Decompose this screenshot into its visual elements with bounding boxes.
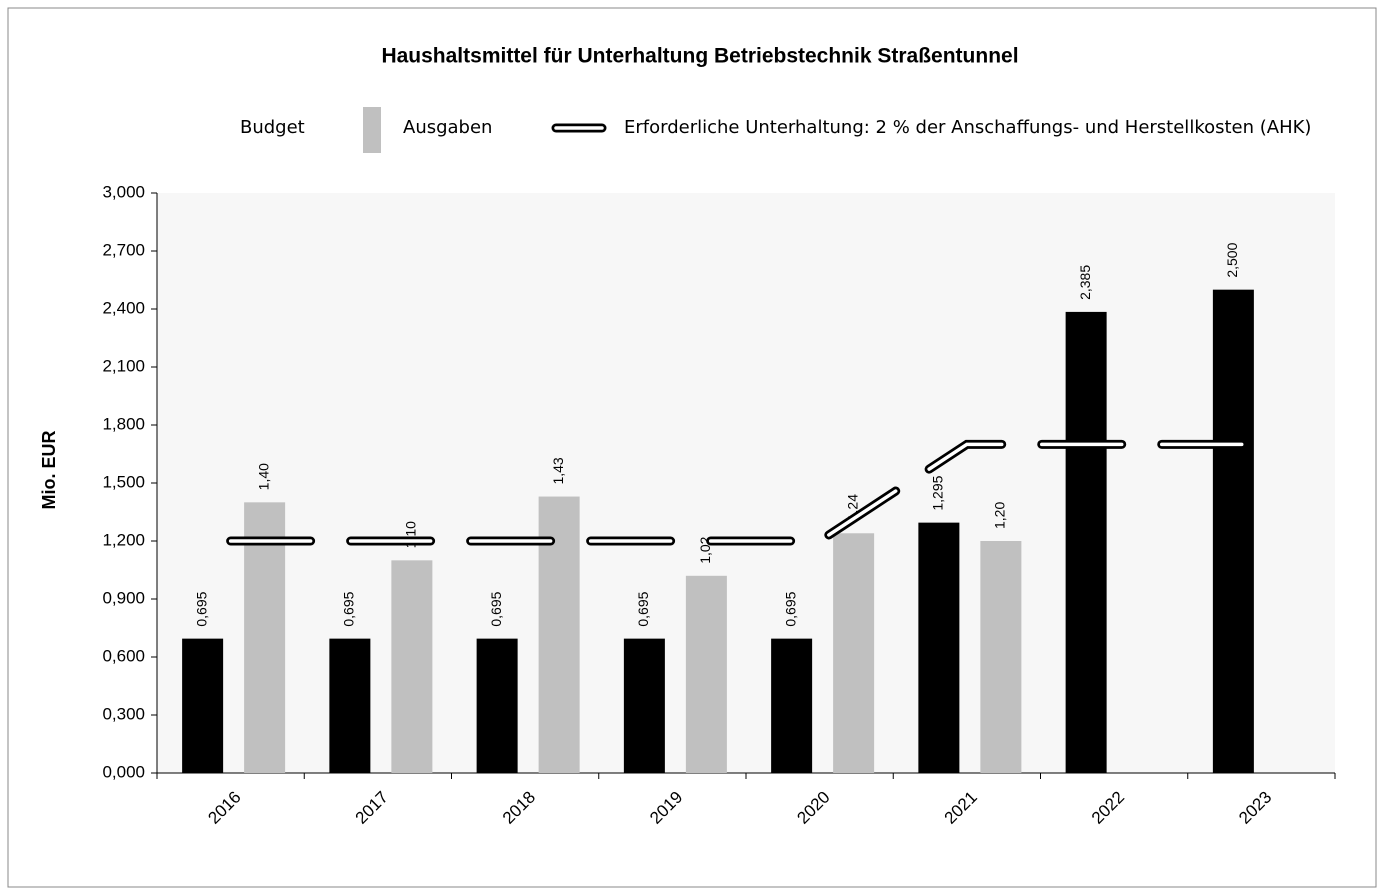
data-label: 2,385 bbox=[1077, 265, 1093, 300]
data-label: 0,695 bbox=[488, 591, 504, 626]
y-tick-label: 1,500 bbox=[102, 472, 145, 491]
bar bbox=[771, 638, 813, 773]
data-label: 1,20 bbox=[992, 502, 1008, 529]
data-label: 0,695 bbox=[635, 591, 651, 626]
bar bbox=[685, 575, 727, 773]
bar bbox=[329, 638, 371, 773]
y-tick-label: 0,000 bbox=[102, 762, 145, 781]
y-tick-label: 0,900 bbox=[102, 588, 145, 607]
bar bbox=[182, 638, 224, 773]
legend-label: Erforderliche Unterhaltung: 2 % der Ansc… bbox=[624, 117, 1311, 138]
bar bbox=[1212, 289, 1254, 773]
data-label: 0,695 bbox=[193, 591, 209, 626]
bar bbox=[833, 533, 875, 773]
y-tick-label: 2,100 bbox=[102, 356, 145, 375]
bar bbox=[623, 638, 665, 773]
legend-swatch bbox=[363, 107, 381, 153]
bar bbox=[918, 522, 960, 773]
y-tick-label: 1,200 bbox=[102, 530, 145, 549]
data-label: 0,695 bbox=[782, 591, 798, 626]
data-label: 0,695 bbox=[341, 591, 357, 626]
bar bbox=[980, 541, 1022, 773]
bar bbox=[391, 560, 433, 773]
line-series bbox=[228, 442, 1264, 543]
legend-label: Budget bbox=[240, 117, 305, 138]
data-label: 2,500 bbox=[1224, 242, 1240, 277]
bar bbox=[476, 638, 518, 773]
data-label: 1,295 bbox=[930, 475, 946, 510]
data-label: 1,43 bbox=[550, 457, 566, 484]
chart-title: Haushaltsmittel für Unterhaltung Betrieb… bbox=[381, 45, 1018, 68]
y-tick-label: 2,400 bbox=[102, 298, 145, 317]
y-tick-label: 1,800 bbox=[102, 414, 145, 433]
legend-label: Ausgaben bbox=[403, 117, 492, 138]
y-tick-label: 0,300 bbox=[102, 704, 145, 723]
bar bbox=[244, 502, 286, 773]
data-label: 1,40 bbox=[255, 463, 271, 490]
y-tick-label: 2,700 bbox=[102, 240, 145, 259]
bar bbox=[1065, 311, 1107, 773]
y-tick-label: 3,000 bbox=[102, 182, 145, 201]
y-tick-label: 0,600 bbox=[102, 646, 145, 665]
y-axis-label: Mio. EUR bbox=[39, 431, 59, 510]
